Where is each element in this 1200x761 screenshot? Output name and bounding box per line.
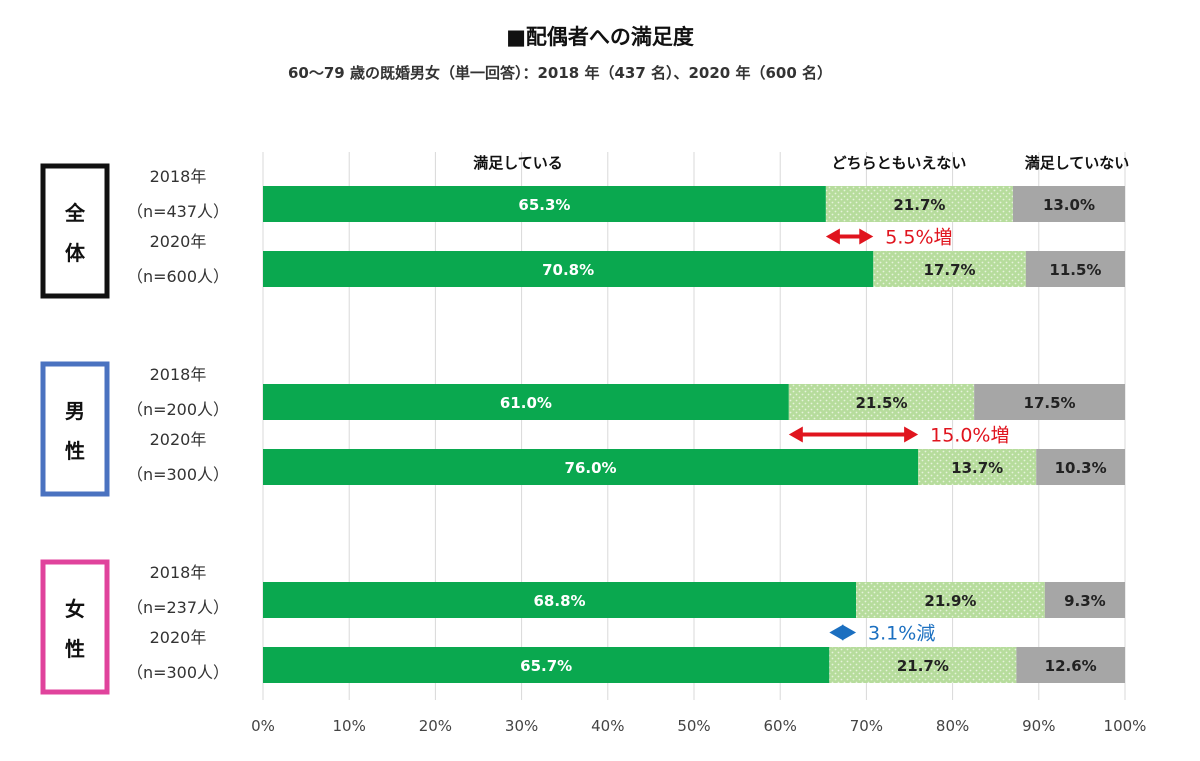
x-tick-label-10: 100% [1104,717,1147,735]
bar-segment-2-0-0 [263,582,857,618]
change-arrow-head-left-2 [829,624,844,641]
x-tick-label-1: 10% [333,717,366,735]
bars: 全体 2018年 （n=437人） 65.3% 21.7% 13.0% 2020年 （n=60… [40,163,1125,695]
bar-segment-1-1-1 [918,449,1037,485]
bar-segment-0-0-1 [825,186,1013,222]
legend-entry-2: 満足していない [1025,154,1130,172]
bar-segment-1-1-2 [1036,449,1125,485]
change-arrow-head-right-0 [859,228,874,245]
legend: 満足している どちらともいえない 満足していない [473,154,1129,172]
x-tick-label-5: 50% [677,717,710,735]
row-year-1-1: 2020年 [150,430,207,449]
data-label-2-1-0: 65.7% [520,657,572,675]
bar-segment-2-0-2 [1044,582,1125,618]
x-axis: 0% 10% 20% 30% 40% 50% 60% 70% 80% 90% 100% [251,717,1146,735]
row-n-1-1: （n=300人） [127,465,229,484]
legend-entry-0: 満足している [473,154,563,172]
data-label-0-1-2: 11.5% [1049,261,1101,279]
data-label-1-0-1: 21.5% [855,394,907,412]
bar-segment-1-0-2 [974,384,1125,420]
group-label-0-1: 体 [65,241,86,265]
x-tick-label-2: 20% [419,717,452,735]
bar-segment-1-0-1 [788,384,975,420]
group-box-1 [40,361,110,497]
data-label-2-1-1: 21.7% [897,657,949,675]
data-label-1-1-2: 10.3% [1055,459,1107,477]
bar-segment-0-1-1 [873,251,1026,287]
group-box-2 [40,559,110,695]
bar-segment-2-1-1 [829,647,1017,683]
bar-segment-2-1-0 [263,647,830,683]
row-year-2-0: 2018年 [150,563,207,582]
group-label-2-0: 女 [65,597,85,621]
row-year-1-0: 2018年 [150,365,207,384]
change-arrow-head-right-1 [904,426,919,443]
change-arrow-head-right-2 [842,624,857,641]
data-label-0-1-0: 70.8% [542,261,594,279]
group-label-1-1: 性 [65,439,85,463]
change-label-1: 15.0%増 [930,425,1009,447]
data-label-0-0-2: 13.0% [1043,196,1095,214]
x-tick-label-8: 80% [936,717,969,735]
group-label-2-1: 性 [65,637,85,661]
data-label-1-0-2: 17.5% [1024,394,1076,412]
bar-segment-0-0-2 [1012,186,1125,222]
change-label-0: 5.5%増 [885,227,952,249]
row-year-0-0: 2018年 [150,167,207,186]
bar-segment-1-0-0 [263,384,789,420]
change-arrow-head-left-1 [788,426,803,443]
bar-segment-0-1-2 [1025,251,1125,287]
bar-segment-0-1-0 [263,251,874,287]
group-label-1-0: 男 [65,399,85,423]
chart-subtitle: 60～79 歳の既婚男女（単一回答）：2018 年（437 名）、2020 年（… [288,64,832,82]
legend-entry-1: どちらともいえない [832,154,967,172]
group-box-0 [40,163,110,299]
data-label-0-1-1: 17.7% [924,261,976,279]
row-n-0-0: （n=437人） [127,202,229,221]
row-n-2-0: （n=237人） [127,598,229,617]
data-label-0-0-1: 21.7% [893,196,945,214]
bar-segment-1-1-0 [263,449,919,485]
change-arrow-head-left-0 [825,228,840,245]
chart-title: ■配偶者への満足度 [506,25,694,49]
data-label-2-1-2: 12.6% [1045,657,1097,675]
row-year-0-1: 2020年 [150,232,207,251]
data-label-1-1-0: 76.0% [565,459,617,477]
x-tick-label-7: 70% [850,717,883,735]
bar-segment-2-0-1 [856,582,1045,618]
x-tick-label-0: 0% [251,717,275,735]
bar-segment-2-1-2 [1016,647,1125,683]
data-label-2-0-1: 21.9% [924,592,976,610]
data-label-2-0-2: 9.3% [1064,592,1106,610]
row-n-2-1: （n=300人） [127,663,229,682]
change-label-2: 3.1%減 [868,623,935,645]
data-label-2-0-0: 68.8% [534,592,586,610]
group-label-0-0: 全 [64,201,86,225]
x-tick-label-9: 90% [1022,717,1055,735]
x-tick-label-3: 30% [505,717,538,735]
row-n-0-1: （n=600人） [127,267,229,286]
data-label-0-0-0: 65.3% [518,196,570,214]
data-label-1-1-1: 13.7% [951,459,1003,477]
x-tick-label-4: 40% [591,717,624,735]
data-label-1-0-0: 61.0% [500,394,552,412]
row-year-2-1: 2020年 [150,628,207,647]
bar-segment-0-0-0 [263,186,826,222]
row-n-1-0: （n=200人） [127,400,229,419]
x-tick-label-6: 60% [764,717,797,735]
